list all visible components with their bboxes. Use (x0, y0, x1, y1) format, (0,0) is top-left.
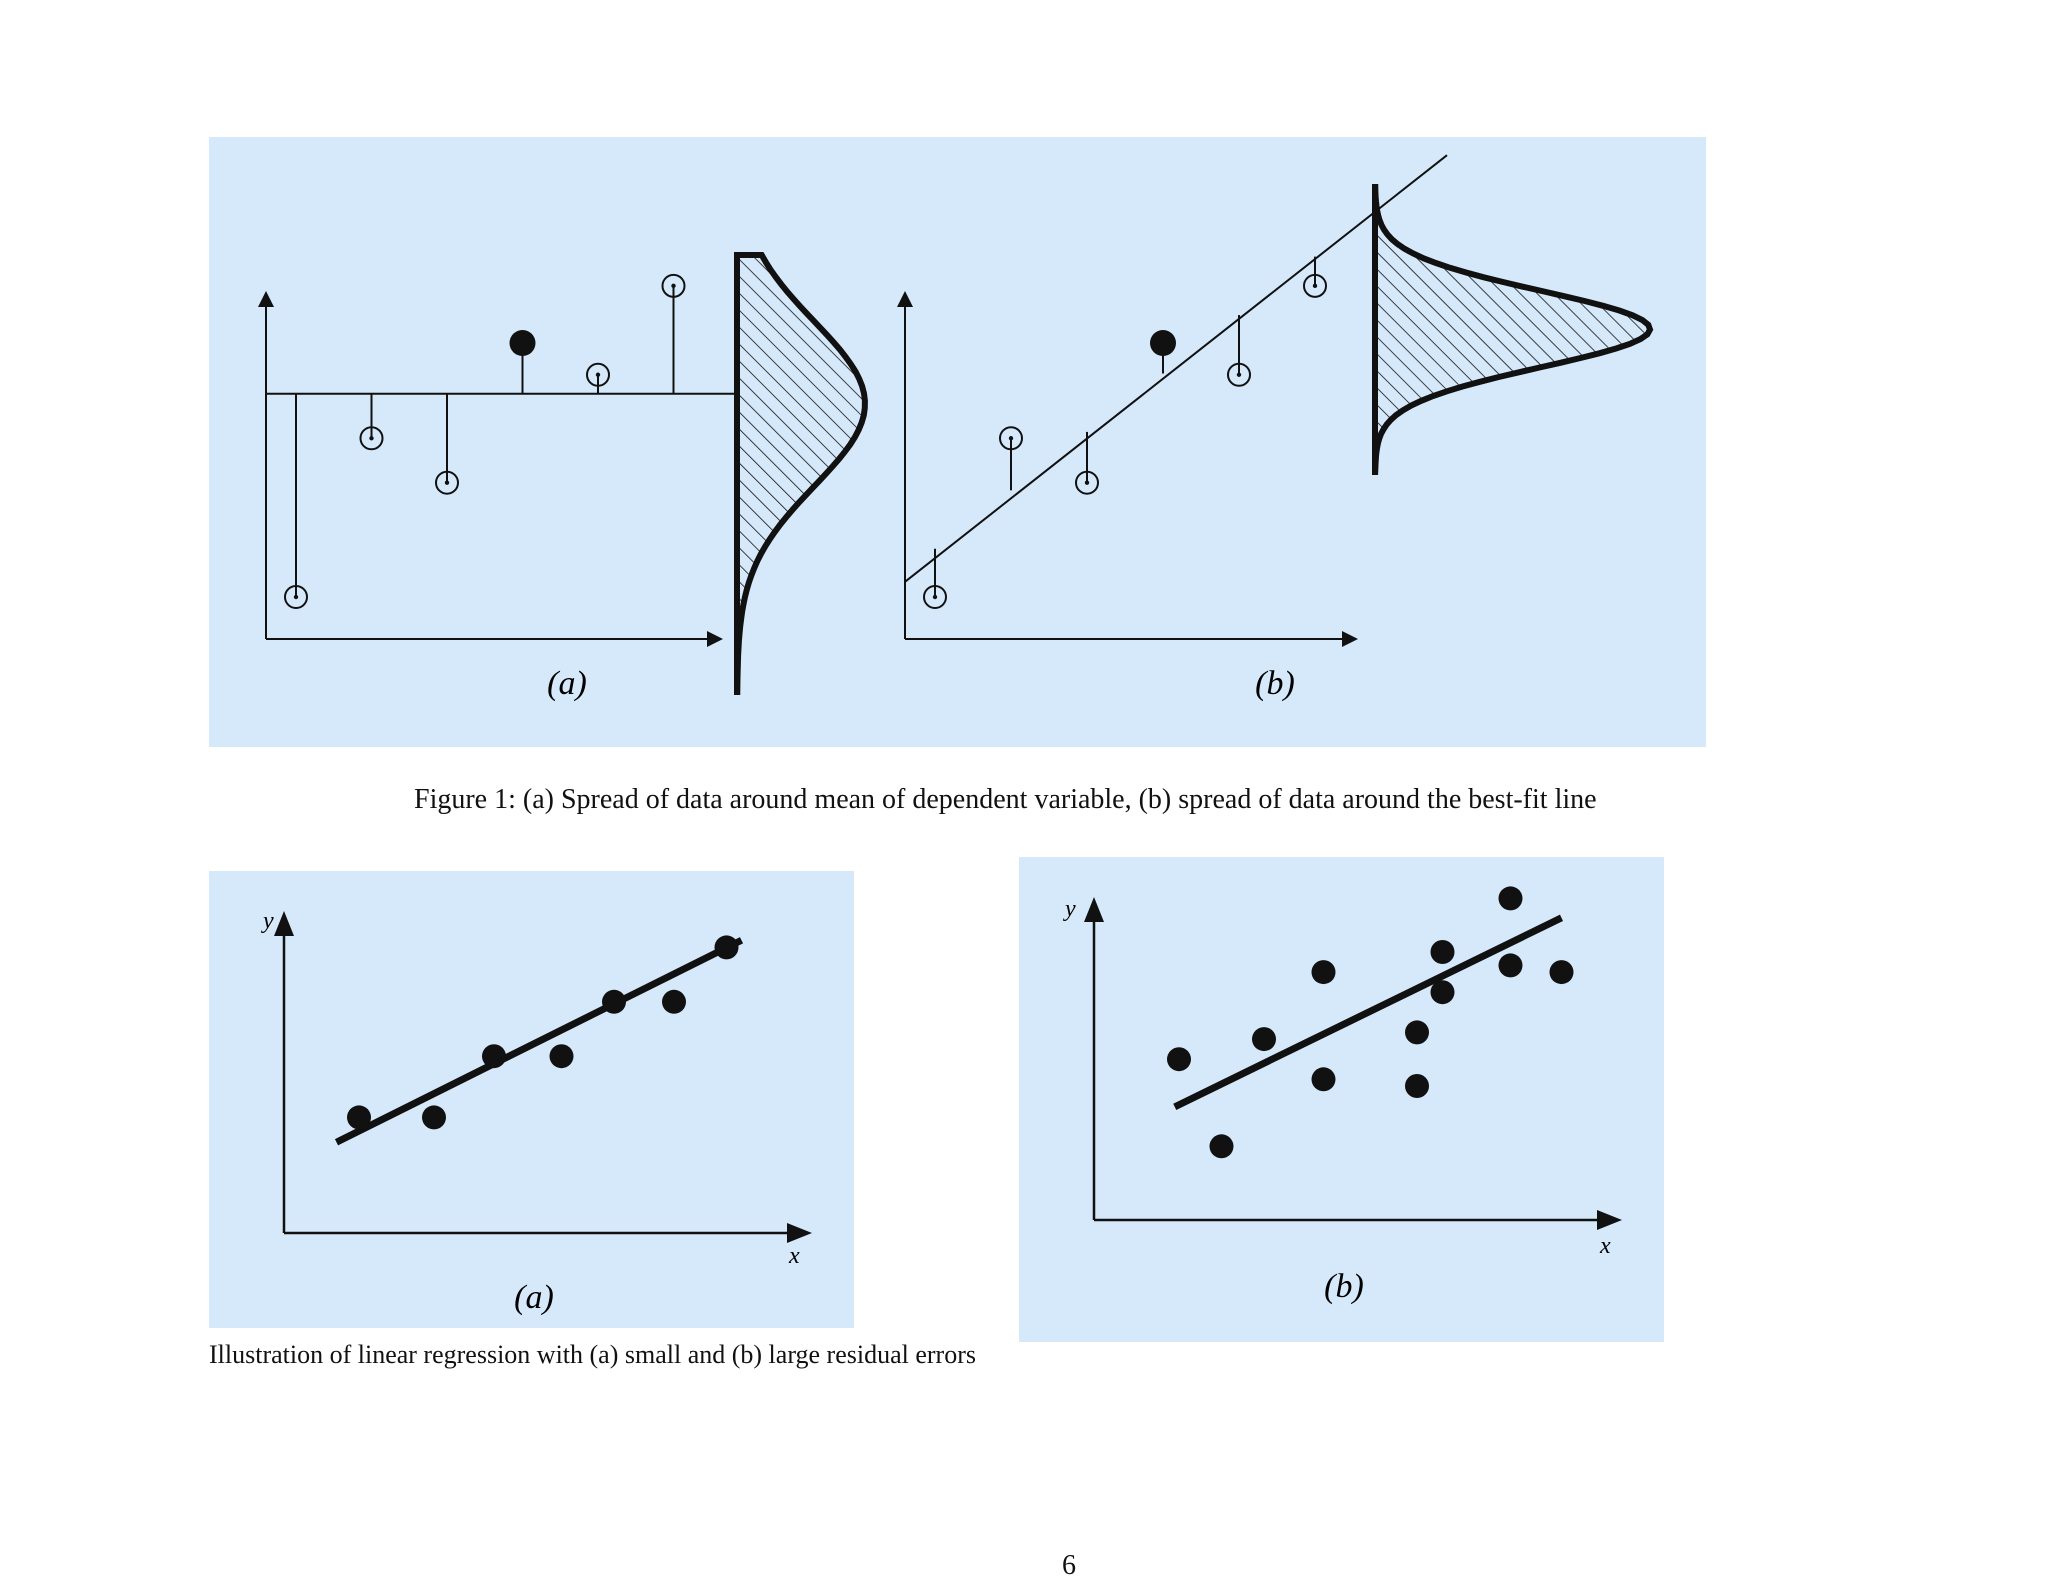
figure2a-y-axis-label: y (261, 908, 274, 934)
figure2b-y-axis-label: y (1063, 896, 1076, 922)
fig1b-point-2-dot (1008, 436, 1014, 441)
figure2a-x-axis-label: x (788, 1243, 800, 1269)
figure2b-x-axis-label: x (1599, 1233, 1611, 1259)
fig1a-point-2 (359, 426, 384, 451)
fig2b-regression-line (1173, 914, 1564, 1110)
figure1-sublabel-b: (b) (1255, 665, 1295, 702)
figure2-caption: Illustration of linear regression with (… (209, 1340, 976, 1369)
fig1a-point-1 (284, 585, 308, 609)
fig1b-point-5 (1227, 362, 1251, 387)
fig2b-point-2 (1209, 1134, 1234, 1159)
fig2a-point-7 (714, 935, 739, 960)
fig1b-point-1-dot (932, 594, 938, 600)
fig2a-point-1 (347, 1105, 371, 1130)
fig1a-distribution-curve (734, 252, 868, 695)
figure1-caption: Figure 1: (a) Spread of data around mean… (414, 784, 1597, 815)
fig2a-point-2 (422, 1105, 446, 1130)
fig1a-point-2-dot (369, 436, 374, 441)
fig2a-point-6 (662, 989, 686, 1014)
fig1b-distribution-curve (1372, 184, 1654, 475)
fig1b-best-fit-line (904, 154, 1448, 583)
fig1a-distribution-fill (737, 255, 865, 692)
fig1b-point-5-dot (1236, 372, 1242, 377)
fig2a-point-3 (482, 1044, 506, 1069)
fig2b-point-9 (1430, 940, 1455, 964)
fig1a-point-3 (435, 470, 459, 495)
fig1a-point-3-dot (444, 480, 450, 485)
figure2a-panel: y x (a) (209, 871, 854, 1328)
fig1b-point-3 (1075, 470, 1099, 495)
fig1b-point-3-dot (1084, 480, 1090, 485)
figure2a-sublabel: (a) (514, 1279, 554, 1316)
fig2b-point-7 (1405, 1074, 1429, 1098)
figure1-sublabel-a: (a) (547, 665, 587, 702)
fig2b-point-8 (1430, 980, 1455, 1005)
fig1b-point-1 (923, 585, 947, 609)
fig2b-point-1 (1167, 1047, 1191, 1072)
page-number: 6 (1062, 1550, 1076, 1581)
fig2b-point-10 (1498, 953, 1523, 978)
figure2a-plot: y x (a) (261, 908, 812, 1316)
figure2b-plot: y x (b) (1063, 886, 1622, 1305)
figure1-plot: (a) (b) (258, 154, 1654, 702)
fig2b-point-4 (1311, 1067, 1336, 1092)
fig2b-point-6 (1405, 1020, 1429, 1045)
fig1a-point-6 (661, 273, 686, 298)
fig2b-point-3 (1252, 1027, 1276, 1052)
fig1a-point-5 (586, 362, 610, 387)
fig1b-point-6 (1303, 273, 1327, 298)
fig2b-point-11 (1498, 886, 1523, 911)
figure2b-panel: y x (b) (1019, 857, 1664, 1342)
fig1b-point-4 (1150, 330, 1176, 356)
fig1a-point-4 (509, 330, 536, 356)
fig1b-point-2 (999, 426, 1023, 451)
fig1b-distribution-fill (1375, 187, 1650, 472)
figure1-panel: (a) (b) (209, 137, 1706, 747)
fig2b-point-5 (1311, 960, 1336, 985)
figure2b-sublabel: (b) (1324, 1268, 1364, 1305)
fig2a-point-4 (549, 1044, 574, 1069)
fig2b-point-12 (1549, 960, 1574, 985)
fig2a-regression-line (334, 937, 744, 1146)
fig1a-point-5-dot (595, 372, 601, 377)
fig1b-point-6-dot (1312, 283, 1318, 289)
fig1a-point-1-dot (293, 594, 299, 600)
fig2a-point-5 (602, 989, 626, 1014)
fig1a-point-6-dot (671, 283, 676, 289)
